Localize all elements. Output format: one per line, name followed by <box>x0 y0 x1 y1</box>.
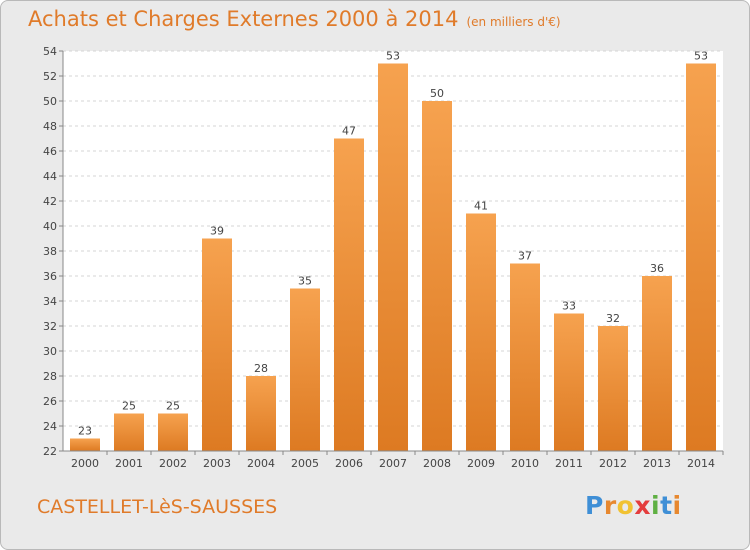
bar-value-label: 39 <box>210 225 224 238</box>
bar <box>686 63 716 451</box>
bar <box>422 101 452 451</box>
logo-letter: x <box>634 491 651 520</box>
y-tick-label: 54 <box>43 45 57 58</box>
x-tick-label: 2001 <box>115 457 143 470</box>
bar <box>202 238 232 451</box>
y-tick-label: 28 <box>43 370 57 383</box>
bar-value-label: 53 <box>386 50 400 63</box>
logo-letter: i <box>672 491 682 520</box>
x-tick-label: 2006 <box>335 457 363 470</box>
bar <box>246 376 276 451</box>
y-tick-label: 42 <box>43 195 57 208</box>
bar <box>642 276 672 451</box>
y-tick-label: 52 <box>43 70 57 83</box>
bar-value-label: 47 <box>342 125 356 138</box>
logo-letter: P <box>585 491 604 520</box>
chart-subtitle: (en milliers d'€) <box>466 15 561 29</box>
chart-title-text: Achats et Charges Externes 2000 à 2014 <box>28 7 459 31</box>
bar <box>290 288 320 451</box>
bar-value-label: 33 <box>562 300 576 313</box>
y-tick-label: 22 <box>43 445 57 458</box>
bar-value-label: 32 <box>606 312 620 325</box>
y-tick-label: 34 <box>43 295 57 308</box>
axes: 22 24 26 28 30 32 34 36 38 40 42 44 46 48 50 52 54 2000 20… <box>43 45 724 470</box>
bar <box>554 313 584 451</box>
bar <box>70 438 100 451</box>
bar <box>510 263 540 451</box>
x-tick-label: 2008 <box>423 457 451 470</box>
bars: 23 25 25 39 28 35 47 53 50 41 37 33 32 36 53 <box>70 50 716 451</box>
proxiti-logo: Proxiti <box>585 491 682 520</box>
y-tick-label: 26 <box>43 395 57 408</box>
y-tick-label: 24 <box>43 420 57 433</box>
y-tick-label: 30 <box>43 345 57 358</box>
x-tick-label: 2012 <box>599 457 627 470</box>
x-tick-label: 2007 <box>379 457 407 470</box>
bar-value-label: 28 <box>254 362 268 375</box>
x-tick-label: 2011 <box>555 457 583 470</box>
bar-value-label: 36 <box>650 262 664 275</box>
y-tick-label: 38 <box>43 245 57 258</box>
y-tick-label: 44 <box>43 170 57 183</box>
x-tick-label: 2013 <box>643 457 671 470</box>
x-tick-label: 2003 <box>203 457 231 470</box>
logo-letter: r <box>603 491 617 520</box>
y-tick-label: 46 <box>43 145 57 158</box>
bar-value-label: 25 <box>166 400 180 413</box>
bar-value-label: 53 <box>694 50 708 63</box>
logo-letter: o <box>616 491 635 520</box>
y-tick-label: 50 <box>43 95 57 108</box>
bar <box>158 413 188 451</box>
logo-letter: t <box>660 491 673 520</box>
y-tick-label: 36 <box>43 270 57 283</box>
x-tick-label: 2000 <box>71 457 99 470</box>
bar-value-label: 37 <box>518 250 532 263</box>
chart-title: Achats et Charges Externes 2000 à 2014 (e… <box>28 7 561 31</box>
bar-value-label: 23 <box>78 425 92 438</box>
bar-value-label: 41 <box>474 200 488 213</box>
y-tick-label: 48 <box>43 120 57 133</box>
y-tick-label: 40 <box>43 220 57 233</box>
logo-letter: i <box>651 491 661 520</box>
x-tick-label: 2014 <box>687 457 715 470</box>
y-tick-label: 32 <box>43 320 57 333</box>
bar <box>378 63 408 451</box>
bar <box>334 138 364 451</box>
x-tick-label: 2004 <box>247 457 275 470</box>
x-tick-label: 2002 <box>159 457 187 470</box>
x-tick-label: 2010 <box>511 457 539 470</box>
bar-value-label: 35 <box>298 275 312 288</box>
bar-value-label: 25 <box>122 400 136 413</box>
x-tick-label: 2009 <box>467 457 495 470</box>
bar <box>598 326 628 451</box>
bar-value-label: 50 <box>430 87 444 100</box>
town-name: CASTELLET-LèS-SAUSSES <box>37 496 278 518</box>
bar <box>114 413 144 451</box>
x-tick-label: 2005 <box>291 457 319 470</box>
bar <box>466 213 496 451</box>
